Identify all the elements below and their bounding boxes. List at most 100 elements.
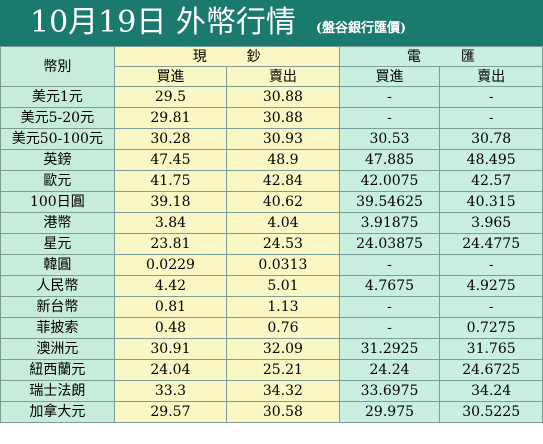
cash-sell-cell: 30.88 [226,86,340,108]
page-subtitle: (盤谷銀行匯價) [315,21,407,36]
currency-cell: 韓圓 [0,254,115,276]
wire-sell-header: 賣出 [439,66,543,87]
wire-sell-cell: 42.57 [439,170,543,192]
table-row: 紐西蘭元 24.04 25.21 24.24 24.6725 [0,359,543,381]
cash-sell-cell: 5.01 [226,275,340,297]
currency-cell: 瑞士法朗 [0,380,115,402]
cash-sell-cell: 4.04 [226,212,340,234]
wire-buy-cell: - [338,86,441,108]
table-row: 澳洲元 30.91 32.09 31.2925 31.765 [0,338,543,360]
wire-group-label: 電匯 [406,48,515,65]
currency-cell: 美元1元 [0,86,115,108]
wire-buy-cell: - [338,107,441,129]
wire-sell-cell: 30.5225 [439,401,543,423]
table-row: 新台幣 0.81 1.13- - [0,296,543,318]
cash-buy-header: 買進 [113,66,228,87]
wire-buy-header: 買進 [338,66,441,87]
wire-sell-cell: 24.6725 [439,359,543,381]
wire-buy-cell: 29.975 [338,401,441,423]
cash-sell-cell: 0.0313 [226,254,340,276]
currency-column-header: 幣別 [0,46,115,87]
currency-cell: 100日圓 [0,191,115,213]
currency-cell: 英鎊 [0,149,115,171]
cash-sell-cell: 30.93 [226,128,340,150]
table-row: 港幣 3.84 4.04 3.91875 3.965 [0,212,543,234]
table-row: 韓圓 0.0229 0.0313- - [0,254,543,276]
rate-rows: 美元1元 29.5 30.88- - 美元5-20元 29.81 30.88- - 美元50-1… [0,86,543,423]
wire-sell-cell: 0.7275 [439,317,543,339]
wire-sell-cell: 48.495 [439,149,543,171]
wire-buy-cell: 33.6975 [338,380,441,402]
title-bar: 10月19日 外幣行情 (盤谷銀行匯價) [0,0,543,46]
wire-buy-cell: - [338,296,441,318]
wire-sell-cell: - [439,107,543,129]
table-row: 美元1元 29.5 30.88- - [0,86,543,108]
cash-buy-cell: 0.48 [113,317,228,339]
page-title: 10月19日 外幣行情 [30,5,296,40]
wire-buy-cell: 30.53 [338,128,441,150]
cash-buy-cell: 29.81 [113,107,228,129]
header-row-subcolumns: 買進 賣出 買進 賣出 [1,66,543,87]
cash-buy-cell: 4.42 [113,275,228,297]
table-row: 歐元 41.75 42.84 42.0075 42.57 [0,170,543,192]
cash-group-label: 現鈔 [192,48,301,65]
wire-buy-cell: 3.91875 [338,212,441,234]
cash-buy-cell: 0.81 [113,296,228,318]
table-row: 菲披索 0.48 0.76-0.7275 [0,317,543,339]
currency-cell: 美元50-100元 [0,128,115,150]
wire-sell-cell: 4.9275 [439,275,543,297]
cash-sell-cell: 25.21 [226,359,340,381]
cash-sell-header: 賣出 [226,66,340,87]
wire-sell-cell: - [439,86,543,108]
currency-cell: 歐元 [0,170,115,192]
cash-group-header: 現鈔 [113,46,340,67]
table-row: 星元 23.81 24.53 24.03875 24.4775 [0,233,543,255]
wire-buy-cell: - [338,254,441,276]
wire-buy-cell: 42.0075 [338,170,441,192]
cash-buy-cell: 30.91 [113,338,228,360]
wire-sell-cell: 3.965 [439,212,543,234]
wire-sell-cell: - [439,296,543,318]
wire-sell-cell: 30.78 [439,128,543,150]
cash-buy-cell: 3.84 [113,212,228,234]
wire-sell-cell: 34.24 [439,380,543,402]
wire-buy-cell: 24.03875 [338,233,441,255]
wire-buy-cell: 24.24 [338,359,441,381]
cash-sell-cell: 32.09 [226,338,340,360]
currency-cell: 澳洲元 [0,338,115,360]
currency-cell: 港幣 [0,212,115,234]
currency-cell: 紐西蘭元 [0,359,115,381]
wire-buy-cell: 4.7675 [338,275,441,297]
cash-buy-cell: 30.28 [113,128,228,150]
table-row: 人民幣 4.42 5.01 4.7675 4.9275 [0,275,543,297]
table-row: 100日圓 39.18 40.62 39.54625 40.315 [0,191,543,213]
cash-buy-cell: 29.5 [113,86,228,108]
cash-sell-cell: 34.32 [226,380,340,402]
wire-sell-cell: 31.765 [439,338,543,360]
currency-cell: 美元5-20元 [0,107,115,129]
cash-buy-cell: 23.81 [113,233,228,255]
currency-cell: 菲披索 [0,317,115,339]
table-row: 美元50-100元 30.28 30.93 30.53 30.78 [0,128,543,150]
cash-sell-cell: 48.9 [226,149,340,171]
wire-sell-cell: - [439,254,543,276]
cash-buy-cell: 29.57 [113,401,228,423]
currency-cell: 人民幣 [0,275,115,297]
cash-sell-cell: 0.76 [226,317,340,339]
table-row: 美元5-20元 29.81 30.88- - [0,107,543,129]
cash-buy-cell: 41.75 [113,170,228,192]
cash-sell-cell: 30.88 [226,107,340,129]
wire-sell-cell: 40.315 [439,191,543,213]
cash-buy-cell: 24.04 [113,359,228,381]
rate-table: 幣別 現鈔 電匯 買進 賣出 買進 賣出 美元1元 29.5 30.88- - 美元5-… [0,46,543,423]
currency-cell: 星元 [0,233,115,255]
wire-buy-cell: 47.885 [338,149,441,171]
wire-sell-cell: 24.4775 [439,233,543,255]
currency-cell: 加拿大元 [0,401,115,423]
cash-sell-cell: 40.62 [226,191,340,213]
cash-buy-cell: 0.0229 [113,254,228,276]
cash-sell-cell: 42.84 [226,170,340,192]
currency-cell: 新台幣 [0,296,115,318]
cash-buy-cell: 39.18 [113,191,228,213]
